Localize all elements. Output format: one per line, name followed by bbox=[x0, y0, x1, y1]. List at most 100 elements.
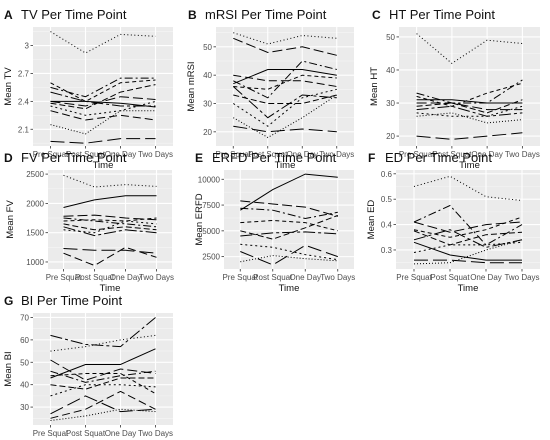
y-tick-label: 0.6 bbox=[381, 170, 393, 179]
x-tick-label: Post Squat bbox=[75, 273, 115, 282]
panel-title: mRSI Per Time Point bbox=[205, 7, 327, 22]
y-axis-title: Mean mRSI bbox=[186, 61, 197, 111]
x-tick-label: Post Squat bbox=[66, 429, 106, 438]
series-line bbox=[50, 370, 156, 383]
series-line bbox=[50, 77, 156, 98]
x-axis-title: Time bbox=[459, 160, 480, 171]
x-tick-label: One Day bbox=[471, 150, 503, 159]
series-line bbox=[63, 220, 157, 234]
series-line bbox=[413, 216, 523, 238]
x-tick-label: Two Days bbox=[139, 273, 174, 282]
y-axis-title: Mean TV bbox=[3, 67, 14, 106]
x-tick-label: One Day bbox=[105, 150, 137, 159]
y-tick-label: 5000 bbox=[202, 227, 220, 236]
series-line bbox=[413, 230, 523, 246]
series-line bbox=[63, 195, 157, 208]
series-line bbox=[413, 239, 523, 265]
series-group bbox=[50, 317, 156, 421]
series-line bbox=[240, 219, 338, 232]
series-group bbox=[240, 173, 338, 266]
y-tick-label: 0.5 bbox=[381, 195, 393, 204]
series-group bbox=[416, 33, 523, 140]
x-tick-label: Post Squat bbox=[430, 273, 470, 282]
series-line bbox=[50, 317, 156, 348]
y-tick-label: 2500 bbox=[202, 253, 220, 262]
series-line bbox=[50, 373, 156, 395]
x-tick-label: One Day bbox=[470, 273, 502, 282]
series-line bbox=[63, 217, 157, 222]
series-line bbox=[50, 390, 156, 419]
series-group bbox=[63, 174, 157, 267]
series-line bbox=[413, 241, 523, 253]
y-tick-label: 70 bbox=[20, 313, 29, 322]
y-tick-label: 50 bbox=[203, 43, 212, 52]
x-tick-label: One Day bbox=[110, 273, 142, 282]
series-line bbox=[416, 99, 523, 114]
x-axis-title: Time bbox=[275, 160, 296, 171]
series-line bbox=[50, 395, 156, 415]
series-line bbox=[50, 79, 156, 102]
y-tick-label: 40 bbox=[20, 381, 29, 390]
y-tick-label: 7500 bbox=[202, 201, 220, 210]
series-line bbox=[233, 37, 337, 56]
series-line bbox=[50, 348, 156, 379]
y-tick-label: 30 bbox=[386, 99, 395, 108]
x-tick-label: Two Days bbox=[504, 273, 539, 282]
x-tick-label: Pre Squat bbox=[222, 273, 258, 282]
series-line bbox=[416, 99, 523, 104]
x-tick-label: Two Days bbox=[320, 273, 355, 282]
y-tick-label: 2.1 bbox=[18, 125, 30, 134]
x-tick-label: Pre Squat bbox=[215, 150, 251, 159]
y-axis-title: Mean FV bbox=[5, 200, 16, 239]
panel-title: FV Per Time Point bbox=[21, 150, 127, 165]
y-axis-title: Mean ERFD bbox=[194, 193, 205, 245]
panel-c: C HT Per Time Point 20 30 40 50 Pre SquatPost … bbox=[369, 7, 540, 171]
x-tick-label: Post Squat bbox=[66, 150, 106, 159]
panel-letter: F bbox=[368, 151, 375, 165]
y-tick-label: 2000 bbox=[26, 199, 44, 208]
series-line bbox=[233, 88, 337, 127]
series-line bbox=[240, 243, 338, 261]
panel-title: ERFD Per Time Point bbox=[212, 150, 337, 165]
y-tick-label: 60 bbox=[20, 336, 29, 345]
panel-e: E ERFD Per Time Point 2500 5000 7500 10000 Pre… bbox=[194, 150, 355, 294]
y-tick-label: 30 bbox=[20, 403, 29, 412]
series-line bbox=[240, 207, 338, 220]
series-line bbox=[63, 214, 157, 221]
x-tick-label: Two Days bbox=[138, 429, 173, 438]
series-line bbox=[232, 86, 337, 119]
series-line bbox=[233, 125, 337, 133]
x-tick-label: Two Days bbox=[505, 150, 540, 159]
series-line bbox=[63, 248, 157, 254]
plot-area bbox=[33, 313, 173, 425]
x-tick-label: One Day bbox=[289, 273, 321, 282]
x-tick-label: Post Squat bbox=[253, 273, 293, 282]
panel-letter: G bbox=[4, 294, 13, 308]
panel-letter: A bbox=[4, 8, 13, 22]
series-line bbox=[416, 82, 523, 107]
x-tick-label: One Day bbox=[105, 429, 137, 438]
panel-title: BI Per Time Point bbox=[21, 293, 123, 308]
x-tick-label: Post Squat bbox=[248, 150, 288, 159]
panel-letter: C bbox=[372, 8, 381, 22]
series-line bbox=[50, 359, 156, 381]
x-tick-label: Pre Squat bbox=[46, 273, 82, 282]
series-line bbox=[50, 110, 156, 135]
y-axis-title: Mean BI bbox=[3, 351, 14, 386]
series-line bbox=[50, 96, 156, 107]
y-tick-label: 1500 bbox=[26, 229, 44, 238]
panel-letter: E bbox=[195, 151, 203, 165]
series-line bbox=[50, 110, 156, 121]
y-tick-label: 10000 bbox=[198, 175, 221, 184]
panel-title: HT Per Time Point bbox=[389, 7, 495, 22]
series-line bbox=[50, 84, 156, 110]
series-line bbox=[50, 91, 156, 107]
x-axis-title: Time bbox=[93, 160, 114, 171]
series-line bbox=[50, 138, 156, 144]
series-line bbox=[50, 31, 156, 54]
series-line bbox=[233, 32, 337, 45]
y-tick-label: 3 bbox=[25, 42, 30, 51]
series-group bbox=[413, 175, 523, 265]
